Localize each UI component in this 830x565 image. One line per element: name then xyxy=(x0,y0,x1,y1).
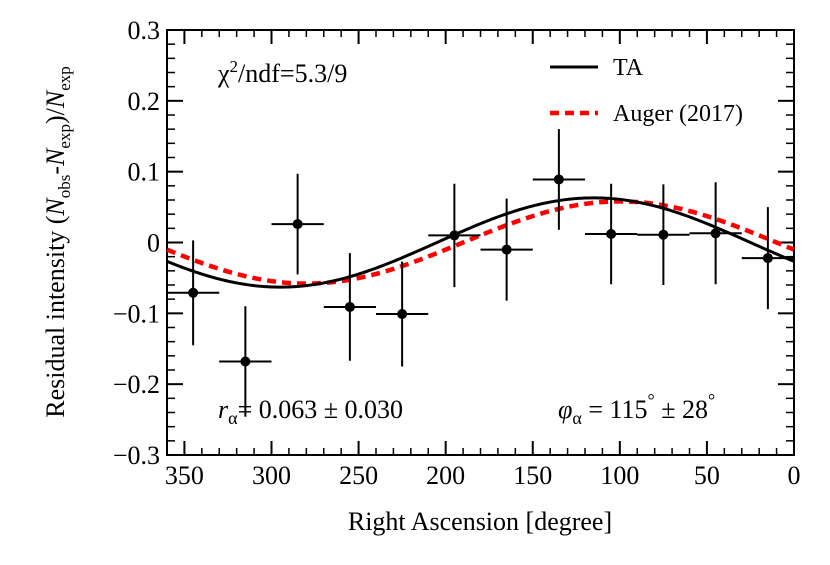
data-point-group xyxy=(376,261,429,367)
y-tick-label: −0.2 xyxy=(113,370,160,399)
data-point-group xyxy=(637,184,690,285)
data-point-group xyxy=(219,306,272,417)
y-title-n3: N xyxy=(41,89,70,109)
legend: TA Auger (2017) xyxy=(550,55,743,127)
data-point xyxy=(397,309,408,320)
data-points xyxy=(167,129,794,417)
x-tick-label: 0 xyxy=(788,461,801,490)
y-title-main: Residual intensity ( xyxy=(41,216,70,418)
x-tick-label: 200 xyxy=(426,461,465,490)
chi-symbol: χ xyxy=(217,59,230,88)
data-point-group xyxy=(532,129,585,230)
r-alpha-annotation: rα= 0.063 ± 0.030 xyxy=(218,395,403,428)
axis-ticks xyxy=(166,29,795,456)
y-tick-label: 0.2 xyxy=(128,87,161,116)
x-tick-label: 250 xyxy=(339,461,378,490)
data-point xyxy=(658,229,669,240)
data-point-group xyxy=(480,198,533,301)
data-point xyxy=(240,356,251,367)
x-tick-label: 150 xyxy=(513,461,552,490)
y-title-n2: N xyxy=(41,147,70,167)
data-point-group xyxy=(585,183,638,285)
r-alpha-subscript: α xyxy=(228,408,238,428)
x-axis-title: Right Ascension [degree] xyxy=(348,507,612,536)
y-title-close: )/ xyxy=(41,107,70,124)
phi-alpha-value: = 115 xyxy=(582,395,648,424)
data-point xyxy=(710,228,721,239)
y-title-dash: - xyxy=(41,166,70,175)
r-alpha-value: = 0.063 ± 0.030 xyxy=(238,395,403,424)
axis-tick-labels: 350 300 250 200 150 100 50 0 0.3 0.2 0.1 0 −0.1 −0.2 −… xyxy=(113,16,801,490)
y-tick-label: 0.1 xyxy=(128,158,161,187)
phi-symbol: φ xyxy=(558,395,572,424)
data-point xyxy=(344,301,355,312)
r-symbol: r xyxy=(218,395,229,424)
x-tick-label: 50 xyxy=(694,461,720,490)
y-title-sub-exp2: exp xyxy=(55,66,74,91)
ta-curve xyxy=(166,196,795,289)
y-title-sub-exp: exp xyxy=(55,124,74,149)
y-title-sub-obs: obs xyxy=(55,175,74,199)
data-point-group xyxy=(167,240,220,346)
data-point xyxy=(606,229,617,239)
legend-auger-label: Auger (2017) xyxy=(613,101,743,127)
chi-superscript: 2 xyxy=(230,57,239,76)
phi-degree-2: ° xyxy=(708,390,715,410)
data-point-group xyxy=(428,183,481,288)
phi-degree-1: ° xyxy=(648,390,655,410)
data-point-group xyxy=(271,173,324,275)
data-point xyxy=(762,253,773,264)
data-point-group xyxy=(689,182,742,285)
phi-alpha-error: ± 28 xyxy=(655,395,708,424)
y-tick-label: 0.3 xyxy=(128,16,161,45)
phi-alpha-annotation: φα = 115° ± 28° xyxy=(558,390,715,428)
x-tick-label: 350 xyxy=(165,461,204,490)
data-point-group xyxy=(323,253,376,361)
y-tick-label: −0.1 xyxy=(113,299,160,328)
data-point-group xyxy=(741,207,794,310)
x-tick-label: 300 xyxy=(252,461,291,490)
legend-ta-label: TA xyxy=(613,55,644,81)
data-point xyxy=(449,230,460,241)
y-axis-title: Residual intensity (Nobs-Nexp)/Nexp xyxy=(41,66,74,418)
data-point xyxy=(501,244,512,255)
auger-curve xyxy=(166,199,795,286)
y-tick-label: −0.3 xyxy=(113,441,160,470)
y-tick-label: 0 xyxy=(147,229,160,258)
plot-frame xyxy=(166,29,795,456)
y-title-n1: N xyxy=(41,197,70,217)
chi2-value: /ndf=5.3/9 xyxy=(238,59,347,88)
phi-alpha-subscript: α xyxy=(572,408,582,428)
chi2-annotation: χ2/ndf=5.3/9 xyxy=(217,57,347,88)
data-point xyxy=(188,287,199,298)
data-point xyxy=(553,174,564,185)
data-point xyxy=(292,219,303,230)
x-tick-label: 100 xyxy=(600,461,639,490)
